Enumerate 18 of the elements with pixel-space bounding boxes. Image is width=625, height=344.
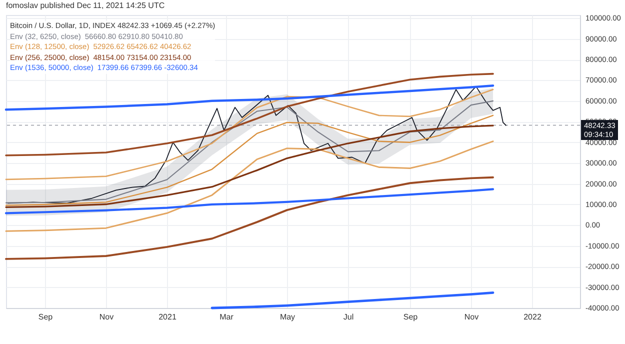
- line-series: [5, 72, 494, 156]
- x-tick-label: 2022: [524, 312, 542, 322]
- line-series: [4, 84, 494, 111]
- line-series: [5, 140, 494, 232]
- x-tick-label: Nov: [99, 312, 114, 322]
- x-tick-label: Sep: [38, 312, 54, 322]
- line-series: [5, 88, 494, 180]
- line-series: [4, 188, 494, 214]
- x-tick-label: Jul: [343, 312, 354, 322]
- x-tick-label: 2021: [158, 312, 177, 322]
- x-tick-label: Nov: [464, 312, 479, 322]
- x-tick-label: Mar: [220, 312, 234, 322]
- x-tick-label: May: [280, 312, 296, 322]
- x-tick-label: Sep: [403, 312, 418, 322]
- line-series: [210, 291, 494, 310]
- chart-subtitle: fomoslav published Dec 11, 2021 14:25 UTC: [6, 1, 165, 10]
- line-series: [5, 100, 494, 204]
- line-series: [5, 176, 494, 260]
